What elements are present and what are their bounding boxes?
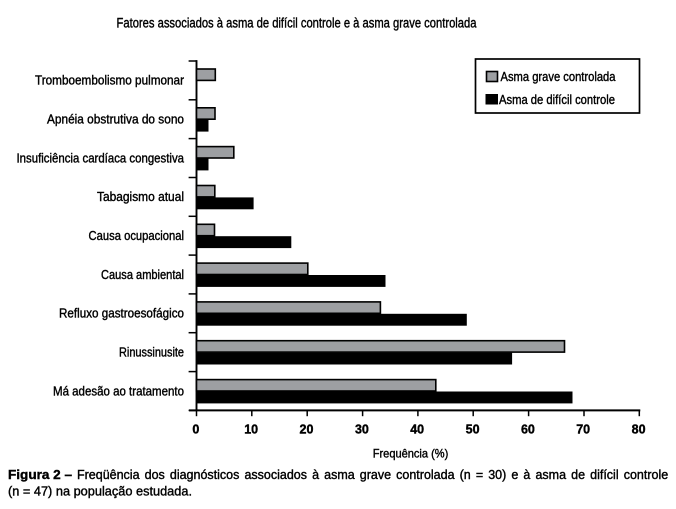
svg-text:Causa ambiental: Causa ambiental bbox=[101, 268, 184, 282]
svg-text:Frequência (%): Frequência (%) bbox=[373, 447, 449, 461]
svg-text:20: 20 bbox=[300, 423, 314, 437]
svg-text:70: 70 bbox=[576, 423, 590, 437]
svg-text:Apnéia obstrutiva do sono: Apnéia obstrutiva do sono bbox=[47, 113, 184, 127]
svg-text:Freqüência dos diagnósticos as: Freqüência dos diagnósticos associados à… bbox=[77, 468, 668, 482]
svg-text:50: 50 bbox=[466, 423, 480, 437]
svg-text:60: 60 bbox=[521, 423, 535, 437]
svg-text:40: 40 bbox=[410, 423, 424, 437]
svg-text:(n = 47) na população estudada: (n = 47) na população estudada. bbox=[8, 485, 192, 499]
svg-text:Figura 2 –: Figura 2 – bbox=[8, 468, 72, 482]
svg-text:Asma grave controlada: Asma grave controlada bbox=[501, 70, 616, 84]
svg-text:Refluxo gastroesofágico: Refluxo gastroesofágico bbox=[59, 307, 184, 321]
svg-text:Insuficiência cardíaca congest: Insuficiência cardíaca congestiva bbox=[17, 151, 185, 165]
svg-text:80: 80 bbox=[632, 423, 646, 437]
svg-text:Asma de difícil controle: Asma de difícil controle bbox=[499, 93, 615, 107]
svg-text:Tabagismo atual: Tabagismo atual bbox=[97, 190, 184, 204]
svg-text:Má adesão ao tratamento: Má adesão ao tratamento bbox=[53, 384, 184, 398]
svg-text:Tromboembolismo pulmonar: Tromboembolismo pulmonar bbox=[35, 74, 184, 88]
svg-text:Causa ocupacional: Causa ocupacional bbox=[89, 229, 185, 243]
svg-text:Fatores associados à asma de d: Fatores associados à asma de difícil con… bbox=[117, 16, 477, 31]
svg-text:0: 0 bbox=[192, 423, 199, 437]
svg-text:10: 10 bbox=[244, 423, 258, 437]
svg-text:30: 30 bbox=[355, 423, 369, 437]
svg-text:Rinussinusite: Rinussinusite bbox=[119, 345, 184, 359]
